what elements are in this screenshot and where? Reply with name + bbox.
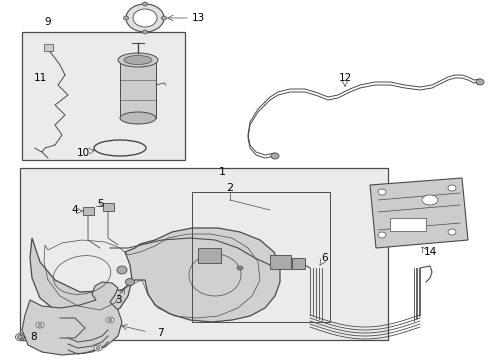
- Text: 6: 6: [322, 253, 328, 263]
- Ellipse shape: [271, 153, 279, 159]
- Ellipse shape: [117, 266, 127, 274]
- FancyBboxPatch shape: [22, 32, 185, 160]
- FancyBboxPatch shape: [102, 202, 114, 211]
- Text: 8: 8: [30, 332, 37, 342]
- Ellipse shape: [118, 53, 158, 67]
- Ellipse shape: [108, 319, 112, 321]
- FancyBboxPatch shape: [20, 168, 388, 340]
- Ellipse shape: [94, 345, 102, 351]
- FancyBboxPatch shape: [292, 257, 304, 269]
- Text: 13: 13: [192, 13, 205, 23]
- Polygon shape: [370, 178, 468, 248]
- FancyBboxPatch shape: [120, 60, 156, 118]
- Ellipse shape: [16, 333, 24, 341]
- FancyBboxPatch shape: [197, 248, 220, 262]
- Ellipse shape: [124, 55, 152, 64]
- Ellipse shape: [38, 324, 42, 327]
- Ellipse shape: [422, 195, 438, 205]
- Ellipse shape: [476, 79, 484, 85]
- FancyBboxPatch shape: [270, 255, 291, 269]
- Bar: [192, 192, 330, 322]
- Text: 12: 12: [339, 73, 352, 83]
- Ellipse shape: [123, 16, 128, 20]
- Ellipse shape: [143, 2, 147, 6]
- Ellipse shape: [378, 189, 386, 195]
- Ellipse shape: [36, 322, 44, 328]
- Text: 11: 11: [33, 73, 47, 83]
- Text: 7: 7: [157, 328, 163, 338]
- FancyBboxPatch shape: [44, 44, 52, 50]
- Ellipse shape: [237, 266, 243, 270]
- FancyBboxPatch shape: [390, 217, 425, 230]
- Text: 10: 10: [76, 148, 90, 158]
- Text: 4: 4: [72, 205, 78, 215]
- Text: 3: 3: [115, 295, 122, 305]
- Text: 1: 1: [219, 167, 225, 177]
- Ellipse shape: [120, 112, 156, 124]
- Ellipse shape: [18, 335, 23, 339]
- Ellipse shape: [96, 346, 100, 350]
- Text: 9: 9: [45, 17, 51, 27]
- Polygon shape: [22, 282, 122, 355]
- Ellipse shape: [448, 229, 456, 235]
- Ellipse shape: [106, 317, 114, 323]
- Ellipse shape: [125, 279, 134, 285]
- Ellipse shape: [378, 232, 386, 238]
- Polygon shape: [30, 228, 280, 322]
- Text: 5: 5: [97, 199, 103, 209]
- Ellipse shape: [133, 9, 157, 27]
- Ellipse shape: [143, 30, 147, 34]
- Ellipse shape: [126, 4, 164, 32]
- Ellipse shape: [448, 185, 456, 191]
- Text: 14: 14: [423, 247, 437, 257]
- FancyBboxPatch shape: [82, 207, 94, 215]
- Ellipse shape: [162, 16, 167, 20]
- Text: 2: 2: [226, 183, 234, 193]
